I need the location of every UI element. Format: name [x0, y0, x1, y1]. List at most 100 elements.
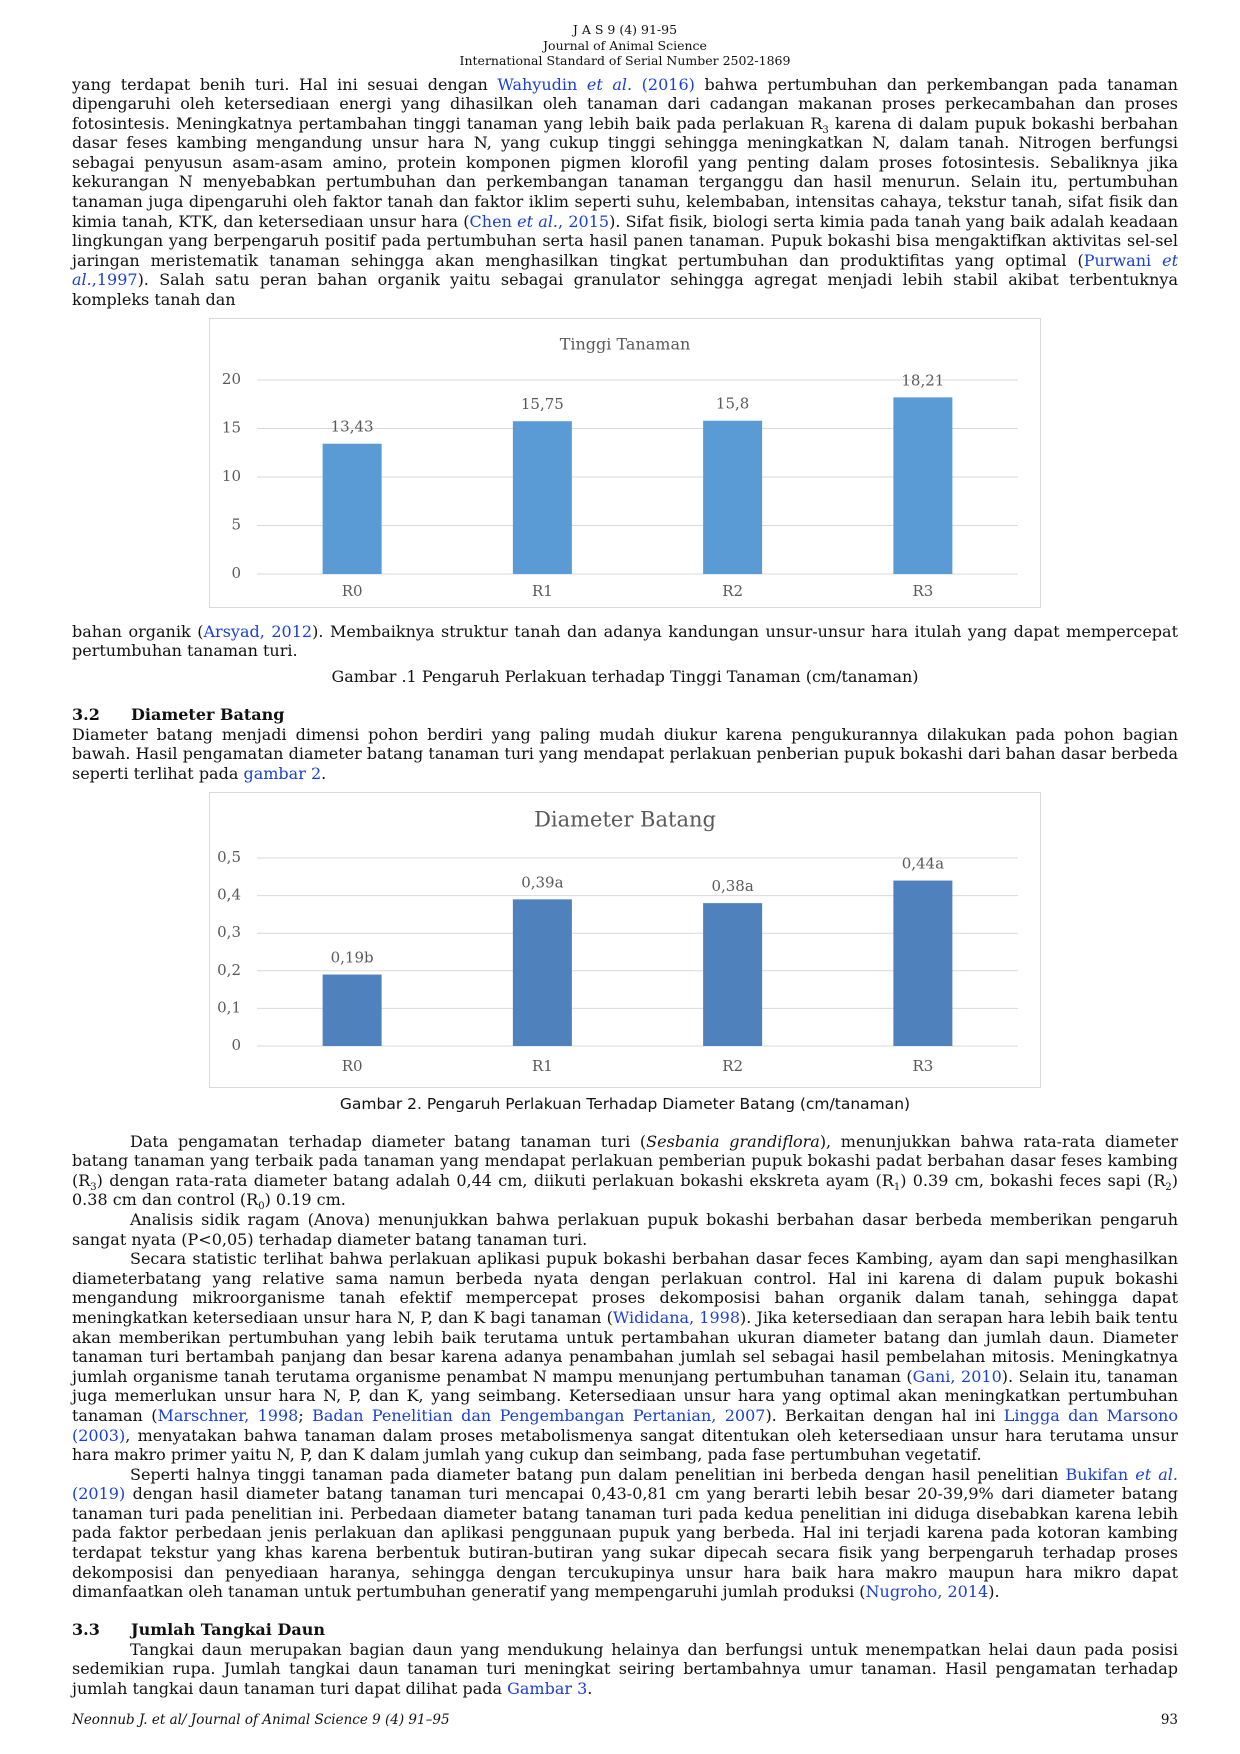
subscript: 1 — [893, 1181, 901, 1193]
value-label: 0,39a — [521, 873, 563, 891]
chart: Diameter Batang 0 0,1 0,2 0,3 0,4 0,5 0,19b R0 0,… — [209, 791, 1041, 1088]
value-label: 18,21 — [901, 371, 944, 389]
x-tick-label: R0 — [342, 582, 363, 600]
bar — [893, 880, 953, 1046]
x-tick-label: R2 — [722, 1057, 743, 1075]
footer: Neonnub J. et al/ Journal of Animal Scie… — [72, 1712, 1178, 1728]
subscript: 3 — [822, 124, 829, 136]
text-run: ). Membaiknya struktur tanah dan adanya … — [72, 621, 1178, 661]
figure-caption: Gambar .1 Pengaruh Perlakuan terhadap Ti… — [331, 666, 919, 686]
text-run: ) 0.38 cm dan control (R — [72, 1170, 1179, 1210]
citation-link[interactable]: (2016) — [632, 74, 695, 94]
text-run: ). Selain itu, tanaman juga memerlukan u… — [72, 1366, 1178, 1425]
citation-link[interactable]: et al. — [517, 211, 559, 231]
citation-link[interactable]: Nugroho, 2014 — [865, 1582, 989, 1602]
y-tick-label: 15 — [222, 418, 241, 436]
paragraph: Seperti halnya tinggi tanaman pada diame… — [72, 1465, 1178, 1602]
text-run: ). Jika ketersediaan dan serapan hara le… — [72, 1307, 1179, 1386]
bar — [322, 443, 382, 574]
subscript: 0 — [258, 1201, 265, 1213]
text-run: ). Sifat fisik, biologi serta kimia pada… — [72, 211, 1179, 270]
text-run: , menyatakan bahwa tanaman dalam proses … — [72, 1425, 1178, 1465]
paragraph: Secara statistic terlihat bahwa perlakua… — [72, 1249, 1178, 1465]
text-run: dengan hasil diameter batang tanaman tur… — [72, 1484, 1178, 1602]
section-number: 3.3 — [72, 1619, 100, 1639]
document: J A S 9 (4) 91-95 Journal of Animal Scie… — [72, 22, 1178, 1699]
text-run: Analisis sidik ragam (Anova) menunjukkan… — [72, 1209, 1178, 1249]
text-run: ), menunjukkan bahwa rata-rata diameter … — [72, 1131, 1178, 1190]
y-tick-label: 0,1 — [217, 998, 241, 1016]
text-run: ) 0.19 cm. — [264, 1190, 346, 1210]
value-label: 0,38a — [711, 877, 753, 895]
chart: Tinggi Tanaman 0 5 10 15 20 13,43 R0 15,75 R1 15,8… — [209, 317, 1041, 608]
citation-link[interactable]: ,1997 — [91, 270, 138, 290]
text-run: ; — [298, 1405, 313, 1425]
section-heading: 3.2 Diameter Batang — [72, 705, 1178, 725]
value-label: 15,75 — [521, 395, 564, 413]
text-run: ) dengan rata-rata diameter batang adala… — [96, 1170, 894, 1190]
section-number: 3.2 — [72, 704, 100, 724]
y-tick-label: 0,5 — [217, 848, 241, 866]
citation-link[interactable]: et al. — [72, 250, 1179, 290]
bar — [703, 420, 763, 574]
citation-link[interactable]: et al. — [586, 74, 633, 94]
text-run: bahwa pertumbuhan dan perkembangan pada … — [72, 74, 1178, 133]
citation-link[interactable]: Chen — [469, 211, 518, 231]
subscript: 3 — [90, 1181, 97, 1193]
text-run: ). Berkaitan dengan hal ini — [765, 1405, 1004, 1425]
text-run: ). Salah satu peran bahan organik yaitu … — [72, 270, 1178, 310]
text-run: Secara statistic terlihat bahwa perlakua… — [72, 1249, 1178, 1327]
text-run: Tangkai daun merupakan bagian daun yang … — [72, 1639, 1178, 1699]
paragraph: yang terdapat benih turi. Hal ini sesuai… — [72, 75, 1178, 310]
citation-link[interactable]: Wididana, 1998 — [612, 1307, 741, 1327]
value-label: 13,43 — [331, 417, 374, 435]
header-line: J A S 9 (4) 91-95 — [572, 22, 678, 37]
text-run: Data pengamatan terhadap diameter batang… — [130, 1131, 647, 1151]
citation-link[interactable]: Gambar 3 — [507, 1679, 588, 1699]
citation-link[interactable]: Wahyudin — [497, 74, 587, 94]
y-tick-label: 10 — [222, 467, 241, 485]
x-tick-label: R2 — [722, 582, 743, 600]
paragraph: Diameter batang menjadi dimensi pohon be… — [72, 725, 1178, 784]
text-run: Sesbania grandiflora — [646, 1131, 820, 1151]
citation-link[interactable]: Badan Penelitian dan Pengembangan Pertan… — [312, 1405, 766, 1425]
header-line: Journal of Animal Science — [543, 37, 707, 53]
bar — [322, 974, 382, 1046]
citation-link[interactable]: Purwani — [1083, 250, 1163, 270]
text-run: Seperti halnya tinggi tanaman pada diame… — [130, 1464, 1066, 1484]
footer-citation: Neonnub J. et al/ Journal of Animal Scie… — [72, 1712, 450, 1728]
y-tick-label: 0,3 — [217, 923, 241, 941]
citation-link[interactable]: (2019) — [72, 1484, 126, 1504]
citation-link[interactable]: gambar 2 — [243, 764, 322, 783]
citation-link[interactable]: et al. — [1135, 1464, 1178, 1484]
chart-title: Diameter Batang — [534, 807, 716, 831]
x-tick-label: R1 — [532, 582, 553, 600]
bar — [512, 420, 572, 574]
text-run: ) 0.39 cm, bokashi feces sapi (R — [900, 1170, 1166, 1190]
y-tick-label: 5 — [231, 515, 241, 533]
text-run: . — [587, 1679, 593, 1699]
journal-header: J A S 9 (4) 91-95 Journal of Animal Scie… — [72, 22, 1178, 69]
citation-link[interactable]: , 2015 — [558, 211, 610, 231]
text-run: yang terdapat benih turi. Hal ini sesuai… — [72, 74, 498, 94]
paragraph: bahan organik (Arsyad, 2012). Membaiknya… — [72, 622, 1178, 661]
y-tick-label: 20 — [222, 370, 241, 388]
text-run: bahan organik ( — [72, 621, 204, 641]
paragraph: Data pengamatan terhadap diameter batang… — [72, 1131, 1179, 1213]
citation-link[interactable]: Arsyad, 2012 — [203, 621, 313, 641]
y-tick-label: 0,2 — [217, 960, 241, 978]
text-run: . — [321, 764, 327, 783]
y-tick-label: 0,4 — [217, 885, 241, 903]
y-tick-label: 0 — [231, 1036, 241, 1054]
x-tick-label: R1 — [532, 1057, 553, 1075]
citation-link[interactable]: Marschner, 1998 — [157, 1405, 299, 1425]
citation-link[interactable]: Lingga dan Marsono (2003) — [72, 1405, 1178, 1445]
text-run: karena di dalam pupuk bokashi berbahan d… — [72, 113, 1179, 231]
text-run: Diameter batang menjadi dimensi pohon be… — [72, 724, 1178, 783]
y-tick-label: 0 — [231, 564, 241, 582]
citation-link[interactable]: Bukifan — [1065, 1464, 1136, 1484]
citation-link[interactable]: Gani, 2010 — [912, 1366, 1002, 1386]
section-title: Diameter Batang — [131, 704, 285, 724]
paragraph: Analisis sidik ragam (Anova) menunjukkan… — [72, 1210, 1178, 1249]
